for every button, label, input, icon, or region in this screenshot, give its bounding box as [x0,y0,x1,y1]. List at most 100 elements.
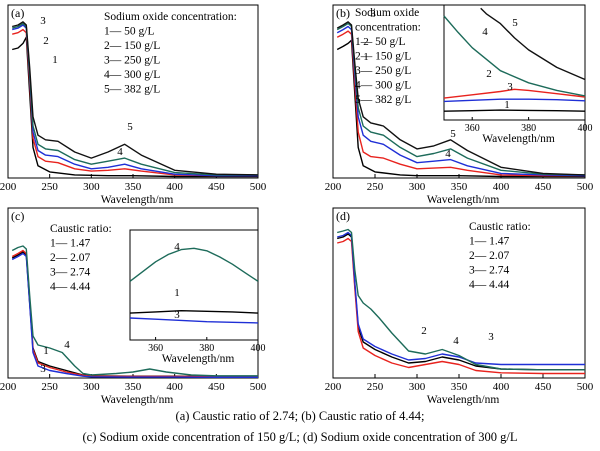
legend-item: 4— 4.44 [469,279,510,291]
curve-label-3: 3 [40,15,46,27]
inset-curve-label-1: 1 [504,99,510,111]
legend-item: 3— 2.74 [469,265,510,277]
legend-item: 3— 250 g/L [104,55,160,67]
x-axis-title: Wavelength/nm [427,194,500,206]
caption-line-2: (c) Sodium oxide concentration of 150 g/… [82,430,518,444]
x-axis-title: Wavelength/nm [101,394,174,406]
legend-title: Caustic ratio: [50,223,112,235]
x-tick-label: 400 [493,381,510,393]
curve-label-4: 4 [117,146,123,158]
x-axis-title: Wavelength/nm [101,194,174,206]
inset-x-axis-title: Wavelength/nm [482,133,555,145]
panel-label: (c) [11,209,24,223]
series-line-1 [12,36,258,178]
x-tick-label: 450 [208,381,225,393]
series-line-3 [11,252,258,378]
legend-item: 3— 250 g/L [355,65,411,77]
x-tick-label: 350 [451,381,468,393]
panel-b: 200 250 300 350 400 450 500Wavelength/nm(b)123… [325,4,594,206]
series-line-4 [336,22,586,176]
series-line-3 [337,231,585,366]
series-line-4 [12,22,258,176]
legend-title: Sodium oxide concentration: [104,11,237,23]
legend-item: 1— 1.47 [469,236,510,248]
legend-item: 4— 300 g/L [355,80,411,92]
legend-item: 2— 150 g/L [104,40,160,52]
x-tick-label: 250 [41,381,58,393]
x-tick-label: 250 [41,181,58,193]
panel-c: 200 250 300 350 400 450 500 Wavelength/nm (c) 1 3 4… [0,207,267,406]
legend: Caustic ratio: 1— 1.47 2— 2.07 3— 2.74 4— 4.… [469,221,531,291]
x-tick-label: 300 [83,381,100,393]
curve-label-5: 5 [450,128,456,140]
legend-item: 2— 150 g/L [355,51,411,63]
curve-label-2: 2 [363,36,369,48]
legend: Caustic ratio: 1— 1.47 2— 2.07 3— 2.74 4— 4.… [50,223,112,293]
inset-curve-label-3: 3 [507,81,513,93]
series-line-3 [336,25,586,177]
legend-item: 3— 2.74 [50,267,91,279]
x-tick-label: 350 [125,181,142,193]
x-tick-label: 400 [166,381,183,393]
inset-curve-label-2: 2 [486,68,492,80]
x-tick-label: 350 [451,181,468,193]
panel-label: (a) [11,6,24,20]
x-tick-label: 200 [0,181,17,193]
panel-label: (b) [336,6,350,20]
inset-series-line-3 [129,317,259,324]
series-line-2 [336,30,585,177]
x-tick-label: 400 [493,181,510,193]
inset-x-tick-label: 400 [578,123,593,134]
legend-item: 1— 50 g/L [355,36,405,48]
legend-title: concentration: [355,22,421,34]
inset-curve-label-4: 4 [482,26,488,38]
legend-item: 2— 2.07 [469,250,510,262]
inset-x-tick-label: 360 [148,343,163,354]
legend-item: 4— 4.44 [50,281,91,293]
x-tick-label: 450 [208,181,225,193]
inset-series-line-2 [443,88,586,99]
curve-label-4: 4 [445,148,451,160]
series-line-1 [337,233,585,371]
inset-frame [129,229,259,341]
x-tick-label: 200 [0,381,17,393]
curve-label-5: 5 [127,121,133,133]
x-tick-label: 250 [367,181,384,193]
inset-x-tick-label: 360 [465,123,480,134]
inset-series-line-4 [129,247,259,282]
curve-label-2: 2 [421,325,427,337]
x-axis-title: Wavelength/nm [427,394,500,406]
legend-item: 4— 300 g/L [104,69,160,81]
series-line-4 [11,245,258,377]
series-line-2 [12,28,258,177]
x-tick-label: 500 [250,181,267,193]
x-tick-label: 500 [577,381,594,393]
curve-label-3: 3 [488,331,494,343]
inset-series-line-1 [129,310,259,314]
legend: Sodium oxide concentration: 1— 50 g/L 2— 1… [104,11,237,96]
panel-a: 200 250 300 350 400 450 500 Wavelength/nm (a) 12 3… [0,4,267,206]
inset-curve-label-3: 3 [174,309,180,321]
x-tick-label: 450 [535,381,552,393]
x-tick-label: 300 [409,381,426,393]
x-tick-label: 300 [409,181,426,193]
curve-label-1: 1 [52,54,58,66]
inset-series-line-5 [480,7,586,81]
x-tick-label: 400 [166,181,183,193]
inset-x-axis-title: Wavelength/nm [162,353,235,365]
inset-series-line-4 [443,15,586,97]
series-line-4 [337,228,585,371]
panel-d: 200 250 300 350 400 450 500 Wavelength/nm (d) 2 3 4… [325,207,594,406]
series-line-5 [12,21,259,176]
x-tick-label: 250 [367,381,384,393]
x-tick-label: 500 [250,381,267,393]
legend-item: 5— 382 g/L [104,84,160,96]
legend: Sodium oxide concentration: 1— 50 g/L 2— 15… [355,7,421,106]
x-tick-label: 200 [325,381,342,393]
x-tick-label: 300 [83,181,100,193]
caption-line-1: (a) Caustic ratio of 2.74; (b) Caustic r… [175,409,425,423]
x-tick-label: 200 [325,181,342,193]
inset-curve-label-5: 5 [512,17,518,29]
legend-item: 2— 2.07 [50,252,91,264]
inset-x-tick-label: 380 [199,343,214,354]
